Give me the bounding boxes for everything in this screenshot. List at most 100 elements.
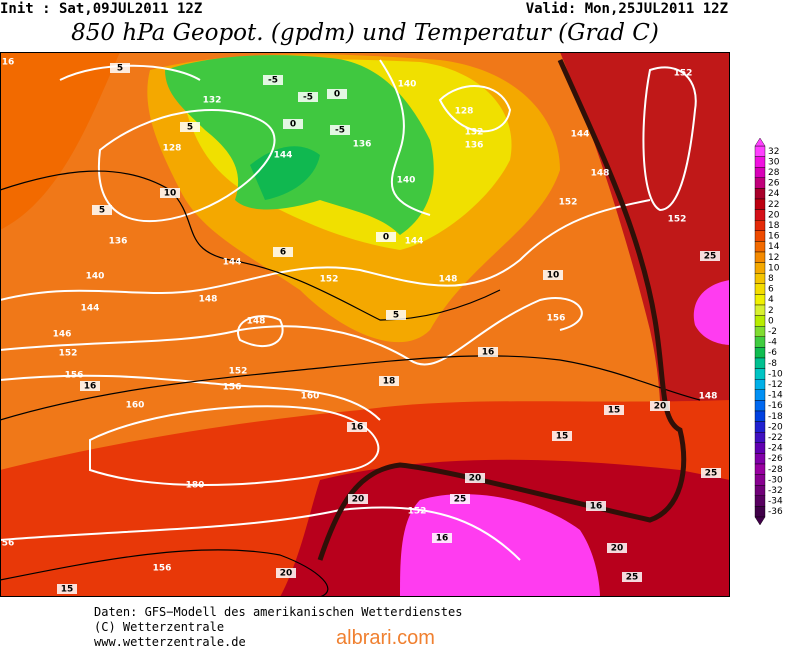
contour-label: 144 — [405, 237, 424, 247]
color-label: -10 — [768, 369, 783, 379]
contour — [59, 59, 431, 216]
geopotential-contours — [0, 59, 697, 561]
contour-label: 16 — [351, 423, 364, 433]
footer-line: www.wetterzentrale.de — [94, 635, 246, 648]
contour-label: 160 — [126, 401, 145, 411]
color-label: 16 — [768, 232, 780, 242]
contour-label: 156 — [547, 314, 566, 324]
contour-label: 16 — [2, 58, 15, 68]
color-bin — [754, 219, 766, 231]
contour-label: 25 — [454, 495, 467, 505]
contour-label: 16 — [590, 502, 603, 512]
color-bin — [754, 421, 766, 433]
color-label: 8 — [768, 274, 774, 284]
color-bin — [754, 442, 766, 454]
temperature-contours — [0, 170, 701, 597]
color-bin — [754, 400, 766, 412]
color-bin — [754, 145, 766, 157]
contour — [0, 549, 329, 597]
color-bin — [754, 463, 766, 475]
color-bin — [754, 283, 766, 295]
color-bin — [754, 188, 766, 200]
contour-label: 15 — [556, 432, 569, 442]
color-label: 32 — [768, 147, 779, 157]
init-time: Init : Sat,09JUL2011 12Z — [0, 1, 202, 17]
contour-label: 16 — [436, 534, 449, 544]
color-bin — [754, 495, 766, 507]
label-box — [298, 92, 318, 102]
label-box — [283, 119, 303, 129]
label-box — [80, 381, 100, 391]
contour-label: 152 — [229, 367, 248, 377]
map-frame — [0, 52, 730, 597]
label-box — [478, 347, 498, 357]
contour-label: 20 — [280, 569, 293, 579]
color-label: 0 — [768, 316, 774, 326]
contour-label: 136 — [353, 140, 372, 150]
color-label: 22 — [768, 200, 779, 210]
color-bin — [754, 336, 766, 348]
color-label: -28 — [768, 465, 783, 475]
title: 850 hPa Geopot. (gpdm) und Temperatur (G… — [71, 20, 659, 46]
contour-label: 180 — [186, 481, 205, 491]
color-label: -8 — [768, 359, 777, 369]
color-label: 26 — [768, 179, 780, 189]
contour-label: 146 — [53, 330, 72, 340]
color-label: -6 — [768, 348, 777, 358]
color-bin — [754, 326, 766, 338]
color-bin — [754, 474, 766, 486]
contour-label: -5 — [268, 76, 278, 86]
label-box — [604, 405, 624, 415]
contour-label: 128 — [163, 144, 182, 154]
color-bin — [754, 485, 766, 497]
color-label: 20 — [768, 210, 780, 220]
color-label: 18 — [768, 221, 780, 231]
label-box — [552, 431, 572, 441]
color-bin — [754, 262, 766, 274]
contour-label: 144 — [223, 258, 242, 268]
contour-label: 25 — [705, 469, 718, 479]
contour-label: 148 — [199, 295, 218, 305]
color-bin — [754, 304, 766, 316]
color-bin — [754, 294, 766, 306]
contour-label: 5 — [99, 206, 105, 216]
scale-cap — [754, 516, 766, 526]
contour-label: 6 — [280, 248, 286, 258]
contour — [0, 170, 501, 321]
contour-label: -5 — [335, 126, 345, 136]
label-box — [586, 501, 606, 511]
color-label: 6 — [768, 285, 774, 295]
footer-line: Daten: GFS−Modell des amerikanischen Wet… — [94, 605, 462, 619]
color-bin — [754, 209, 766, 221]
color-scale: 32302826242220181614121086420-2-4-6-8-10… — [754, 137, 783, 526]
contour-label: 56 — [2, 539, 15, 549]
contour-label: 156 — [65, 371, 84, 381]
color-label: 24 — [768, 189, 780, 199]
contour-label: 136 — [465, 141, 484, 151]
label-box — [347, 422, 367, 432]
label-box — [465, 473, 485, 483]
contour-label: 156 — [153, 564, 172, 574]
color-bin — [754, 506, 766, 518]
contour-label: 132 — [465, 128, 484, 138]
color-bin — [754, 315, 766, 327]
contour-label: 136 — [109, 237, 128, 247]
contour-label: 148 — [699, 392, 718, 402]
color-bin — [754, 357, 766, 369]
contour-label: 15 — [61, 585, 74, 595]
color-label: -20 — [768, 422, 783, 432]
color-bin — [754, 251, 766, 263]
contour-label: 152 — [320, 275, 339, 285]
watermark: albrari.com — [336, 627, 435, 648]
contour-label: 144 — [571, 130, 590, 140]
contour-label: 15 — [608, 406, 621, 416]
contour-label: 5 — [187, 123, 193, 133]
label-box — [263, 75, 283, 85]
color-bin — [754, 273, 766, 285]
contour — [0, 297, 583, 366]
contour-label: 140 — [86, 272, 105, 282]
label-box — [386, 310, 406, 320]
